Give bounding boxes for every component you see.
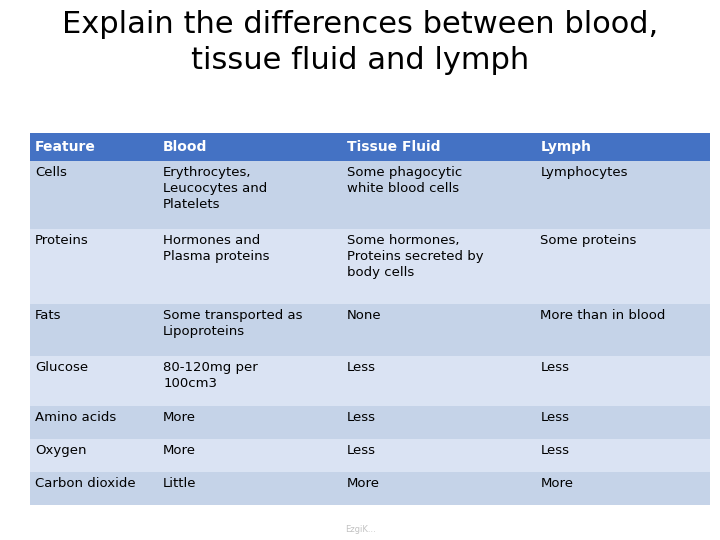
Bar — [534, 229, 710, 304]
Bar — [30, 161, 156, 229]
Bar — [30, 406, 156, 439]
Text: Little: Little — [163, 477, 197, 490]
Text: Some hormones,
Proteins secreted by
body cells: Some hormones, Proteins secreted by body… — [347, 234, 484, 279]
Bar — [534, 133, 710, 161]
Text: Fats: Fats — [35, 309, 61, 322]
Bar — [534, 304, 710, 356]
Bar — [156, 304, 339, 356]
Bar — [339, 406, 534, 439]
Text: Glucose: Glucose — [35, 361, 88, 374]
Text: Oxygen: Oxygen — [35, 444, 86, 457]
Bar — [534, 472, 710, 505]
Bar — [30, 229, 156, 304]
Bar — [534, 356, 710, 406]
Bar — [156, 356, 339, 406]
Bar — [156, 439, 339, 472]
Text: Blood: Blood — [163, 140, 207, 154]
Text: Less: Less — [540, 361, 570, 374]
Text: Less: Less — [347, 411, 376, 424]
Text: Cells: Cells — [35, 166, 67, 179]
Text: None: None — [347, 309, 382, 322]
Text: More: More — [163, 411, 196, 424]
Bar — [30, 304, 156, 356]
Bar — [156, 406, 339, 439]
Text: Some phagocytic
white blood cells: Some phagocytic white blood cells — [347, 166, 462, 195]
Bar — [30, 133, 156, 161]
Bar — [156, 472, 339, 505]
Bar — [30, 472, 156, 505]
Text: Feature: Feature — [35, 140, 96, 154]
Text: More: More — [347, 477, 380, 490]
Bar — [156, 161, 339, 229]
Text: More than in blood: More than in blood — [540, 309, 666, 322]
Text: Carbon dioxide: Carbon dioxide — [35, 477, 135, 490]
Bar — [534, 439, 710, 472]
Bar — [30, 356, 156, 406]
Text: Tissue Fluid: Tissue Fluid — [347, 140, 441, 154]
Text: Less: Less — [347, 361, 376, 374]
Bar — [339, 472, 534, 505]
Text: More: More — [163, 444, 196, 457]
Text: Less: Less — [540, 444, 570, 457]
Text: 80-120mg per
100cm3: 80-120mg per 100cm3 — [163, 361, 258, 390]
Text: More: More — [540, 477, 573, 490]
Text: Less: Less — [347, 444, 376, 457]
Text: Hormones and
Plasma proteins: Hormones and Plasma proteins — [163, 234, 270, 263]
Text: Lymph: Lymph — [540, 140, 591, 154]
Bar — [339, 304, 534, 356]
Text: Explain the differences between blood,
tissue fluid and lymph: Explain the differences between blood, t… — [62, 10, 658, 75]
Bar — [534, 406, 710, 439]
Bar — [156, 229, 339, 304]
Text: Proteins: Proteins — [35, 234, 89, 247]
Bar — [534, 161, 710, 229]
Bar — [339, 161, 534, 229]
Bar — [339, 439, 534, 472]
Text: Some transported as
Lipoproteins: Some transported as Lipoproteins — [163, 309, 302, 338]
Text: Erythrocytes,
Leucocytes and
Platelets: Erythrocytes, Leucocytes and Platelets — [163, 166, 267, 211]
Bar — [339, 356, 534, 406]
Text: Lymphocytes: Lymphocytes — [540, 166, 628, 179]
Bar — [339, 229, 534, 304]
Bar — [156, 133, 339, 161]
Text: Some proteins: Some proteins — [540, 234, 636, 247]
Text: EzgiK...: EzgiK... — [345, 525, 375, 535]
Bar — [30, 439, 156, 472]
Bar — [339, 133, 534, 161]
Text: Less: Less — [540, 411, 570, 424]
Text: Amino acids: Amino acids — [35, 411, 117, 424]
